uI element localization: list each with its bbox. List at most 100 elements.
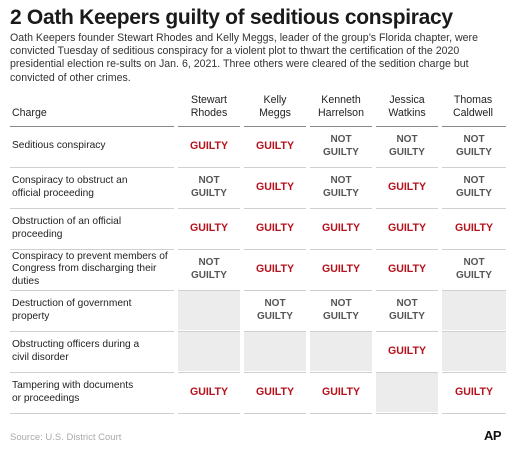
charge-cell: Destruction of government property xyxy=(10,290,176,332)
verdict-guilty: GUILTY xyxy=(321,386,361,399)
verdict-guilty: GUILTY xyxy=(454,222,494,235)
verdict-guilty: GUILTY xyxy=(255,263,295,276)
verdict-box xyxy=(442,332,506,371)
column-header-defendant: Jessica Watkins xyxy=(374,88,440,127)
verdict-box: GUILTY xyxy=(442,209,506,248)
charge-label: Conspiracy to obstruct an official proce… xyxy=(12,175,128,199)
table-row: Destruction of government property NOT GU… xyxy=(10,290,506,332)
empty-verdict-cell xyxy=(174,331,242,373)
verdict-box: NOT GUILTY xyxy=(442,168,506,207)
verdict-guilty: GUILTY xyxy=(255,181,295,194)
column-header-defendant: Stewart Rhodes xyxy=(176,88,242,127)
verdict-box xyxy=(310,332,372,371)
table-row: Conspiracy to prevent members of Congres… xyxy=(10,249,506,291)
verdict-box: GUILTY xyxy=(376,250,438,289)
verdict-cell: GUILTY xyxy=(240,372,308,414)
verdict-not-guilty: NOT GUILTY xyxy=(456,257,492,281)
intro-paragraph: Oath Keepers founder Stewart Rhodes and … xyxy=(10,32,478,84)
verdict-guilty: GUILTY xyxy=(255,140,295,153)
verdict-guilty: GUILTY xyxy=(189,386,229,399)
verdict-not-guilty: NOT GUILTY xyxy=(191,257,227,281)
verdict-box: NOT GUILTY xyxy=(178,250,240,289)
verdict-box: GUILTY xyxy=(244,250,306,289)
verdict-cell: GUILTY xyxy=(372,167,440,209)
verdict-box: NOT GUILTY xyxy=(442,127,506,166)
verdict-cell: GUILTY xyxy=(372,331,440,373)
verdict-box: GUILTY xyxy=(244,209,306,248)
verdict-box: GUILTY xyxy=(244,168,306,207)
verdict-box: GUILTY xyxy=(376,332,438,371)
verdict-cell: NOT GUILTY xyxy=(174,167,242,209)
defendant-name: Thomas Caldwell xyxy=(452,93,494,119)
verdict-box: GUILTY xyxy=(442,373,506,412)
empty-verdict-cell xyxy=(372,372,440,414)
verdict-box: NOT GUILTY xyxy=(442,250,506,289)
charge-cell: Obstruction of an official proceeding xyxy=(10,208,176,250)
verdict-cell: GUILTY xyxy=(372,208,440,250)
verdict-box: GUILTY xyxy=(178,209,240,248)
empty-verdict-cell xyxy=(240,331,308,373)
charge-cell: Conspiracy to prevent members of Congres… xyxy=(10,249,176,291)
verdict-not-guilty: NOT GUILTY xyxy=(323,175,359,199)
verdict-not-guilty: NOT GUILTY xyxy=(456,134,492,158)
verdict-box: GUILTY xyxy=(310,373,372,412)
verdict-not-guilty: NOT GUILTY xyxy=(456,175,492,199)
table-row: Obstructing officers during a civil diso… xyxy=(10,331,506,373)
verdict-guilty: GUILTY xyxy=(454,386,494,399)
charge-label: Destruction of government property xyxy=(12,298,132,322)
empty-verdict-cell xyxy=(306,331,374,373)
verdict-guilty: GUILTY xyxy=(321,222,361,235)
verdict-box: NOT GUILTY xyxy=(310,127,372,166)
verdict-cell: GUILTY xyxy=(372,249,440,291)
verdict-not-guilty: NOT GUILTY xyxy=(191,175,227,199)
verdict-cell: NOT GUILTY xyxy=(240,290,308,332)
verdict-box: NOT GUILTY xyxy=(310,168,372,207)
verdict-box: GUILTY xyxy=(244,127,306,166)
defendant-name: Stewart Rhodes xyxy=(190,93,228,119)
verdict-cell: NOT GUILTY xyxy=(174,249,242,291)
verdict-cell: GUILTY xyxy=(438,372,506,414)
charge-cell: Tampering with documents or proceedings xyxy=(10,372,176,414)
verdict-guilty: GUILTY xyxy=(387,181,427,194)
verdict-guilty: GUILTY xyxy=(387,263,427,276)
empty-verdict-cell xyxy=(174,290,242,332)
verdict-not-guilty: NOT GUILTY xyxy=(257,298,293,322)
defendant-name: Kenneth Harrelson xyxy=(318,93,364,119)
verdict-guilty: GUILTY xyxy=(189,222,229,235)
charge-label: Seditious conspiracy xyxy=(12,140,106,152)
verdict-cell: GUILTY xyxy=(240,167,308,209)
charge-cell: Seditious conspiracy xyxy=(10,126,176,168)
column-header-charge: Charge xyxy=(10,88,176,127)
table-row: Tampering with documents or proceedings G… xyxy=(10,372,506,414)
verdict-cell: GUILTY xyxy=(240,126,308,168)
verdict-not-guilty: NOT GUILTY xyxy=(323,134,359,158)
charge-label: Conspiracy to prevent members of Congres… xyxy=(12,250,168,287)
charge-label: Obstructing officers during a civil diso… xyxy=(12,339,140,363)
verdict-guilty: GUILTY xyxy=(255,222,295,235)
verdict-cell: GUILTY xyxy=(306,372,374,414)
empty-verdict-cell xyxy=(438,331,506,373)
verdict-cell: NOT GUILTY xyxy=(306,126,374,168)
defendant-name: Jessica Watkins xyxy=(388,93,426,119)
verdict-box xyxy=(376,373,438,412)
verdict-guilty: GUILTY xyxy=(255,386,295,399)
verdict-box: GUILTY xyxy=(376,168,438,207)
page-title: 2 Oath Keepers guilty of seditious consp… xyxy=(10,6,453,29)
verdict-box: GUILTY xyxy=(310,250,372,289)
defendant-name: Kelly Meggs xyxy=(259,93,291,119)
verdict-box: NOT GUILTY xyxy=(376,127,438,166)
verdict-not-guilty: NOT GUILTY xyxy=(323,298,359,322)
verdict-guilty: GUILTY xyxy=(321,263,361,276)
verdict-box: NOT GUILTY xyxy=(310,291,372,330)
verdict-guilty: GUILTY xyxy=(189,140,229,153)
table-row: Seditious conspiracy GUILTY GUILTY NOT GUIL… xyxy=(10,126,506,168)
verdict-box: GUILTY xyxy=(244,373,306,412)
ap-logo: AP xyxy=(484,428,502,443)
verdict-guilty: GUILTY xyxy=(387,345,427,358)
charge-cell: Conspiracy to obstruct an official proce… xyxy=(10,167,176,209)
verdict-cell: NOT GUILTY xyxy=(372,126,440,168)
verdict-cell: NOT GUILTY xyxy=(306,167,374,209)
verdict-box: GUILTY xyxy=(178,127,240,166)
verdict-box: GUILTY xyxy=(178,373,240,412)
verdict-not-guilty: NOT GUILTY xyxy=(389,298,425,322)
